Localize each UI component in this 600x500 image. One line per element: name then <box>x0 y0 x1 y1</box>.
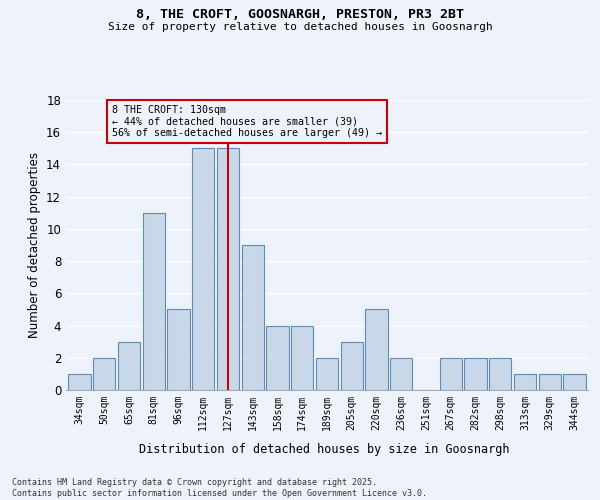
Bar <box>68 374 91 390</box>
Bar <box>192 148 214 390</box>
Text: Distribution of detached houses by size in Goosnargh: Distribution of detached houses by size … <box>139 442 509 456</box>
Bar <box>539 374 561 390</box>
Bar <box>242 245 264 390</box>
Bar <box>341 342 363 390</box>
Bar <box>489 358 511 390</box>
Bar <box>514 374 536 390</box>
Bar <box>167 310 190 390</box>
Bar <box>563 374 586 390</box>
Bar <box>440 358 462 390</box>
Bar <box>365 310 388 390</box>
Bar <box>93 358 115 390</box>
Bar <box>217 148 239 390</box>
Text: 8 THE CROFT: 130sqm
← 44% of detached houses are smaller (39)
56% of semi-detach: 8 THE CROFT: 130sqm ← 44% of detached ho… <box>112 105 382 138</box>
Y-axis label: Number of detached properties: Number of detached properties <box>28 152 41 338</box>
Bar <box>118 342 140 390</box>
Bar <box>266 326 289 390</box>
Text: Size of property relative to detached houses in Goosnargh: Size of property relative to detached ho… <box>107 22 493 32</box>
Bar <box>464 358 487 390</box>
Bar <box>316 358 338 390</box>
Text: Contains HM Land Registry data © Crown copyright and database right 2025.
Contai: Contains HM Land Registry data © Crown c… <box>12 478 427 498</box>
Text: 8, THE CROFT, GOOSNARGH, PRESTON, PR3 2BT: 8, THE CROFT, GOOSNARGH, PRESTON, PR3 2B… <box>136 8 464 20</box>
Bar <box>143 213 165 390</box>
Bar <box>390 358 412 390</box>
Bar <box>291 326 313 390</box>
